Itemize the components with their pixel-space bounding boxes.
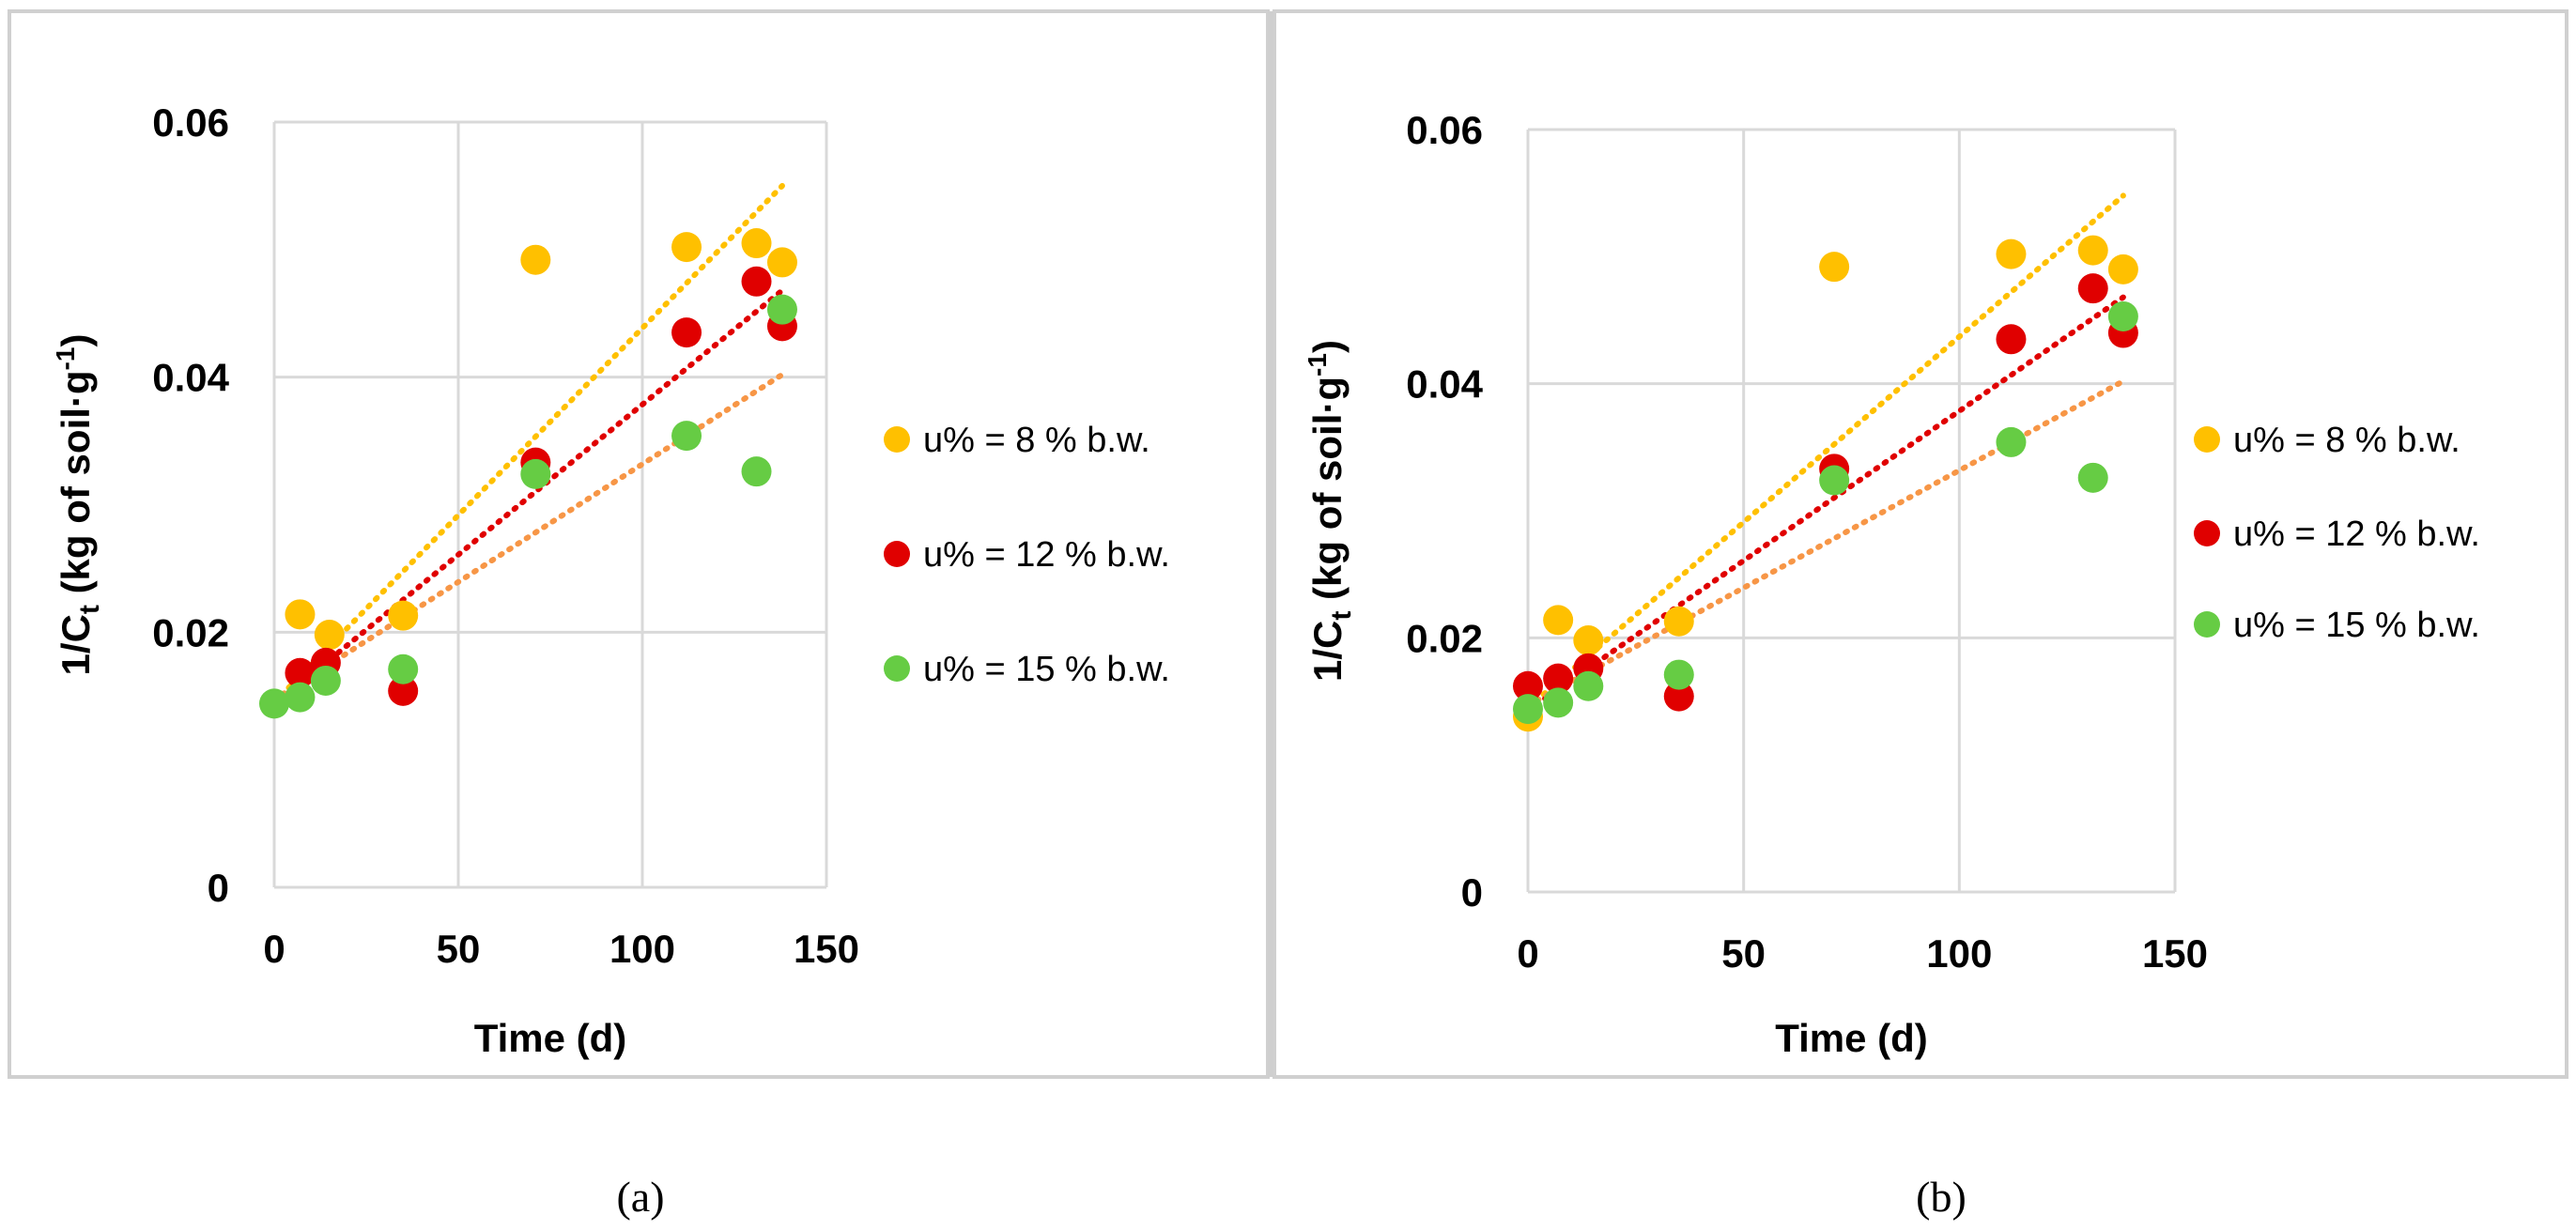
panel-a-y-axis-label-end: ) [54, 334, 98, 347]
panel-a-y-axis-label-sub: t [74, 605, 105, 614]
panel-b-point-series2 [2107, 300, 2138, 331]
panel-b-point-series0 [1573, 625, 1604, 656]
panel-a-trendline-1 [271, 287, 785, 708]
panel-b-x-axis-label: Time (d) [1775, 1016, 1928, 1060]
panel-a-x-tick-label: 150 [794, 927, 859, 971]
panel-a-point-series2 [520, 458, 551, 489]
panel-b-caption: (b) [1916, 1173, 1967, 1221]
panel-b-trendline-2 [1525, 377, 2126, 709]
panel-b-trendline-1 [1525, 294, 2126, 714]
panel-a-y-tick-label: 0.06 [152, 100, 229, 145]
panel-b-point-series1 [1663, 681, 1694, 712]
panel-a-point-series1 [741, 266, 772, 297]
panel-b-legend-marker [2194, 426, 2220, 453]
panel-a-x-axis-label: Time (d) [474, 1016, 627, 1060]
panel-b-point-series2 [1996, 426, 2027, 457]
panel-a: 0 0.02 0.04 0.06 0 50 100 150 Time (d) 1/Ct (kg o… [51, 100, 1170, 1060]
panel-a-y-axis-label-main: 1/C [54, 614, 98, 675]
panel-b-point-series0 [1663, 606, 1694, 637]
panel-b-y-tick-label: 0.02 [1406, 616, 1483, 660]
panel-b-y-tick-label: 0.04 [1406, 362, 1483, 407]
panel-b-y-tick-label: 0 [1461, 870, 1483, 915]
panel-a-point-series0 [520, 244, 551, 275]
panel-a-trendline-2 [271, 371, 785, 703]
panel-b-point-series1 [2077, 273, 2108, 304]
panel-a-point-series2 [671, 421, 702, 452]
panel-b-point-series2 [2077, 462, 2108, 493]
panel-a-y-tick-label: 0 [208, 866, 229, 910]
panel-b-point-series0 [2077, 235, 2108, 266]
panel-b-trendline-0 [1525, 192, 2126, 711]
panel-a-point-series0 [766, 247, 797, 278]
panel-b-y-axis-label-main: 1/C [1305, 621, 1350, 682]
panel-a-point-series2 [388, 653, 419, 684]
panel-a-point-series0 [671, 232, 702, 263]
panel-a-point-series2 [766, 294, 797, 325]
panel-b-point-series2 [1819, 465, 1850, 496]
panel-b-point-series0 [2107, 254, 2138, 284]
panel-b-y-axis-label: 1/Ct (kg of soil·g-1) [1303, 340, 1357, 682]
panel-b-y-axis-label-sup: -1 [1303, 353, 1332, 377]
panel-a-point-series1 [285, 657, 316, 688]
panel-b-x-tick-label: 0 [1517, 931, 1538, 976]
panel-a-point-series2 [259, 688, 289, 719]
panel-a-y-axis-label: 1/Ct (kg of soil·g-1) [51, 334, 105, 676]
panel-b: 0 0.02 0.04 0.06 0 50 100 150 Time (d) 1/Ct (kg o… [1303, 108, 2480, 1060]
panel-b-legend-label: u% = 8 % b.w. [2233, 421, 2460, 460]
panel-a-point-series1 [388, 675, 419, 706]
panel-b-point-series1 [1513, 670, 1543, 701]
panel-a-point-series2 [310, 665, 341, 696]
panel-a-point-series2 [741, 456, 772, 487]
panel-b-y-axis-label-sub: t [1326, 611, 1357, 621]
panel-a-point-series1 [671, 317, 702, 348]
panel-b-legend-label: u% = 12 % b.w. [2233, 515, 2480, 554]
panel-b-legend-marker [2194, 611, 2220, 638]
panel-b-legend-label: u% = 15 % b.w. [2233, 606, 2480, 645]
panel-b-x-tick-label: 50 [1721, 931, 1766, 976]
panel-b-x-tick-label: 100 [1926, 931, 1992, 976]
panel-a-x-tick-label: 0 [263, 927, 285, 971]
panel-b-y-axis-label-rest: (kg of soil·g [1305, 377, 1350, 611]
panel-a-y-axis-label-sup: -1 [51, 347, 80, 371]
panel-a-legend-marker [884, 426, 910, 453]
panel-a-y-tick-label: 0.02 [152, 610, 229, 654]
panel-b-point-series1 [1996, 324, 2027, 355]
panel-a-legend-marker [884, 655, 910, 682]
panel-a-x-tick-label: 50 [437, 927, 481, 971]
panel-b-point-series0 [1543, 605, 1574, 636]
panel-b-point-series0 [1996, 238, 2027, 269]
panel-a-point-series0 [314, 620, 345, 651]
panel-a-caption: (a) [616, 1173, 664, 1221]
panel-a-point-series0 [388, 600, 419, 631]
panel-a-legend-label: u% = 12 % b.w. [923, 535, 1170, 575]
panel-b-point-series2 [1543, 687, 1574, 718]
panel-b-x-tick-label: 150 [2142, 931, 2208, 976]
panel-b-point-series2 [1513, 694, 1543, 725]
panel-b-y-axis-label-end: ) [1305, 340, 1350, 353]
panel-b-legend-marker [2194, 520, 2220, 546]
panel-a-point-series2 [285, 682, 316, 713]
panel-a-legend-marker [884, 541, 910, 567]
panel-b-point-series2 [1663, 659, 1694, 690]
panel-b-point-series0 [1819, 252, 1850, 283]
panel-a-point-series0 [285, 599, 316, 630]
panel-a-trendline-0 [271, 182, 785, 706]
panel-b-point-series1 [1543, 663, 1574, 694]
panel-a-legend-label: u% = 8 % b.w. [923, 421, 1150, 460]
panel-a-y-tick-label: 0.04 [152, 356, 229, 400]
panel-b-point-series2 [1573, 670, 1604, 701]
panel-b-y-tick-label: 0.06 [1406, 108, 1483, 152]
panel-a-x-tick-label: 100 [609, 927, 675, 971]
panel-a-legend-label: u% = 15 % b.w. [923, 650, 1170, 689]
panel-a-y-axis-label-rest: (kg of soil·g [54, 370, 98, 605]
panel-b-frame [1273, 9, 2568, 1079]
panel-a-point-series0 [741, 228, 772, 259]
